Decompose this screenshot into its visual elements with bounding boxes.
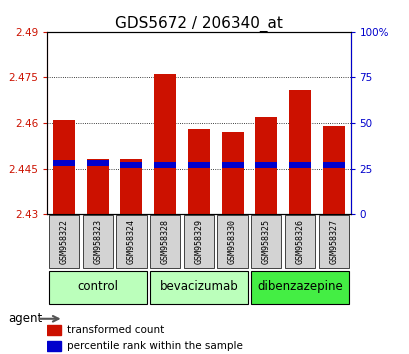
Text: GSM958327: GSM958327: [328, 219, 337, 264]
Text: GSM958329: GSM958329: [194, 219, 203, 264]
Bar: [322, 162, 344, 168]
Text: GSM958325: GSM958325: [261, 219, 270, 264]
Bar: [154, 162, 176, 168]
Bar: [255, 162, 276, 168]
FancyBboxPatch shape: [150, 215, 180, 268]
Text: percentile rank within the sample: percentile rank within the sample: [67, 341, 242, 351]
FancyBboxPatch shape: [150, 271, 247, 304]
Text: GSM958323: GSM958323: [93, 219, 102, 264]
Text: GSM958330: GSM958330: [227, 219, 236, 264]
Text: dibenzazepine: dibenzazepine: [256, 280, 342, 293]
Bar: [87, 160, 108, 166]
Bar: [53, 120, 75, 214]
FancyBboxPatch shape: [250, 271, 348, 304]
FancyBboxPatch shape: [250, 215, 281, 268]
Bar: [322, 126, 344, 214]
Bar: [87, 160, 108, 214]
Bar: [288, 90, 310, 214]
Bar: [47, 325, 61, 335]
Text: bevacizumab: bevacizumab: [159, 280, 238, 293]
Bar: [53, 160, 75, 166]
Bar: [187, 129, 209, 214]
Text: transformed count: transformed count: [67, 325, 164, 335]
Text: agent: agent: [8, 312, 43, 325]
Bar: [47, 341, 61, 351]
FancyBboxPatch shape: [116, 215, 146, 268]
Bar: [221, 132, 243, 214]
Bar: [221, 162, 243, 168]
Bar: [288, 162, 310, 168]
FancyBboxPatch shape: [49, 215, 79, 268]
FancyBboxPatch shape: [217, 215, 247, 268]
Bar: [255, 117, 276, 214]
FancyBboxPatch shape: [318, 215, 348, 268]
Text: GSM958326: GSM958326: [295, 219, 304, 264]
FancyBboxPatch shape: [183, 215, 213, 268]
FancyBboxPatch shape: [82, 215, 112, 268]
Text: GSM958324: GSM958324: [127, 219, 136, 264]
Title: GDS5672 / 206340_at: GDS5672 / 206340_at: [115, 16, 282, 32]
Text: control: control: [77, 280, 118, 293]
FancyBboxPatch shape: [49, 271, 146, 304]
Text: GSM958328: GSM958328: [160, 219, 169, 264]
Bar: [120, 160, 142, 214]
Text: GSM958322: GSM958322: [59, 219, 68, 264]
FancyBboxPatch shape: [284, 215, 315, 268]
Bar: [187, 162, 209, 168]
Bar: [120, 162, 142, 168]
Bar: [154, 74, 176, 214]
